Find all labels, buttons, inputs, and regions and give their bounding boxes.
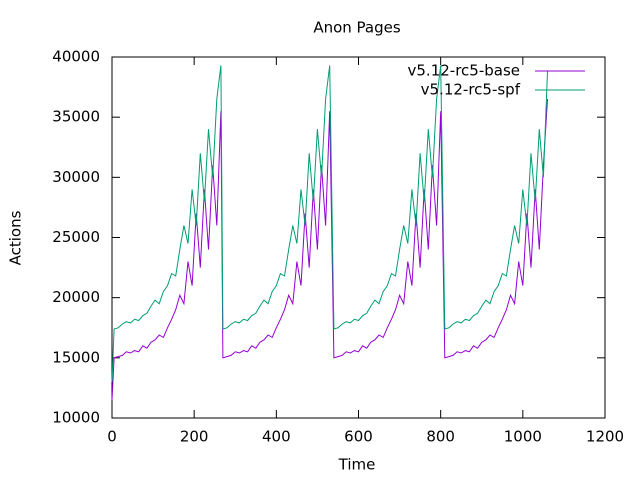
y-tick-label: 15000 [52, 348, 100, 366]
y-axis-label: Actions [7, 210, 25, 265]
series-line [111, 65, 548, 382]
y-tick-label: 25000 [52, 228, 100, 246]
x-tick-label: 200 [180, 428, 209, 446]
y-tick-label: 10000 [52, 409, 100, 427]
y-tick-label: 35000 [52, 108, 100, 126]
y-tick-label: 30000 [52, 168, 100, 186]
y-tick-label: 40000 [52, 48, 100, 66]
x-tick-label: 1200 [586, 428, 624, 446]
chart-title: Anon Pages [313, 19, 401, 37]
x-axis-label: Time [338, 456, 376, 474]
x-tick-label: 400 [262, 428, 291, 446]
legend-label: v5.12-rc5-spf [421, 81, 521, 99]
plot-frame [111, 56, 606, 419]
legend-label: v5.12-rc5-base [408, 62, 521, 80]
series-line [111, 99, 548, 400]
x-tick-label: 0 [107, 428, 117, 446]
x-tick-label: 600 [344, 428, 373, 446]
x-tick-label: 800 [426, 428, 455, 446]
x-tick-label: 1000 [504, 428, 542, 446]
y-tick-label: 20000 [52, 288, 100, 306]
